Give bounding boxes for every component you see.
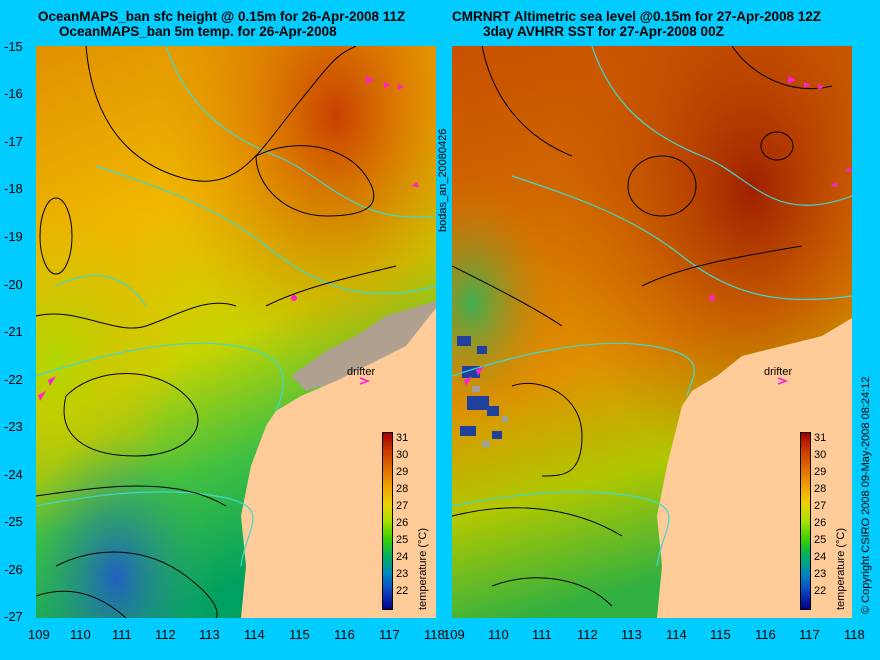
lon-tick-label-right: 110 [488,627,509,642]
lat-tick-label: -25 [4,514,23,529]
cbar-left-tick: 30 [396,449,409,461]
lat-tick-label: -24 [4,467,23,482]
cbar-right-tick: 30 [814,449,827,461]
lon-tick-label-right: 114 [666,627,687,642]
product-id-label: bodas_an_20080426 [437,128,449,232]
lon-tick-label-right: 111 [532,627,552,642]
drifter-markers [38,76,419,401]
cbar-right-tick: 24 [814,551,827,563]
lat-tick-label: -23 [4,419,23,434]
lat-tick-label: -19 [4,229,23,244]
left-title-line1: OceanMAPS_ban sfc height @ 0.15m for 26-… [38,9,406,24]
drifter-arrow [359,377,371,385]
height-contours [36,46,397,618]
right-map-svg [452,46,852,618]
cbar-left-tick: 28 [396,483,409,495]
lon-tick-label-right: 116 [755,627,776,642]
lat-tick-label: -27 [4,609,23,624]
lon-tick-label-right: 113 [621,627,642,642]
drifter-markers [464,76,852,386]
cbar-right-tick: 31 [814,432,827,444]
no-data-pixels [472,386,508,447]
lat-tick-label: -21 [4,324,23,339]
lon-tick-label-left: 109 [28,627,50,642]
lat-tick-label: -22 [4,372,23,387]
lat-tick-label: -16 [4,86,23,101]
cbar-left-tick: 31 [396,432,409,444]
shelf-edge [291,301,436,391]
cbar-left-tick: 29 [396,466,409,478]
drifter-label-right: drifter [764,366,793,378]
lon-tick-label-right: 115 [710,627,731,642]
lon-tick-label-right: 109 [443,627,465,642]
copyright-label: © Copyright CSIRO 2008 09-May-2008 08:24… [860,376,872,614]
left-map-svg [36,46,436,618]
colorbar-left-label: temperature (°C) [417,527,429,610]
cbar-right-tick: 27 [814,500,827,512]
cbar-left-tick: 26 [396,517,409,529]
isobath-contours [36,46,436,567]
cbar-left-tick: 23 [396,568,409,580]
left-map-panel: drifter 31 30 29 28 27 26 25 24 23 22 te… [36,46,436,618]
height-contours [452,46,833,607]
cbar-left-tick: 24 [396,551,409,563]
drifter-arrow [777,377,789,385]
lat-tick-label: -26 [4,562,23,577]
lon-tick-label-right: 117 [799,627,820,642]
cbar-right-tick: 22 [814,585,827,597]
left-title-line2: OceanMAPS_ban 5m temp. for 26-Apr-2008 [59,24,337,39]
right-title-line1: CMRNRT Altimetric sea level @0.15m for 2… [452,9,822,24]
lon-tick-label-left: 116 [334,627,355,642]
right-map-panel: drifter 31 30 29 28 27 26 25 24 23 22 te… [452,46,852,618]
lon-tick-label-left: 115 [289,627,310,642]
drifter-label-left: drifter [347,366,376,378]
lon-tick-label-left: 113 [199,627,220,642]
lat-tick-label: -17 [4,134,23,149]
lat-tick-label: -15 [4,39,23,54]
lon-tick-label-left: 117 [379,627,400,642]
cbar-right-tick: 25 [814,534,827,546]
cbar-right-tick: 28 [814,483,827,495]
lon-tick-label-right: 118 [844,627,865,642]
lon-tick-label-left: 110 [70,627,91,642]
lon-tick-label-right: 112 [577,627,598,642]
isobath-contours [452,46,852,567]
lon-tick-label-left: 112 [155,627,176,642]
lat-tick-label: -18 [4,181,23,196]
right-title-line2: 3day AVHRR SST for 27-Apr-2008 00Z [483,24,724,39]
colorbar-left [382,432,393,610]
lon-tick-label-left: 118 [424,627,445,642]
cbar-right-tick: 26 [814,517,827,529]
cbar-right-tick: 29 [814,466,827,478]
lat-tick-label: -20 [4,277,23,292]
colorbar-right-label: temperature (°C) [835,527,847,610]
cbar-left-tick: 25 [396,534,409,546]
lon-tick-label-left: 114 [244,627,265,642]
cbar-left-tick: 27 [396,500,409,512]
cbar-right-tick: 23 [814,568,827,580]
lon-tick-label-left: 111 [112,627,132,642]
cbar-left-tick: 22 [396,585,409,597]
colorbar-right [800,432,811,610]
